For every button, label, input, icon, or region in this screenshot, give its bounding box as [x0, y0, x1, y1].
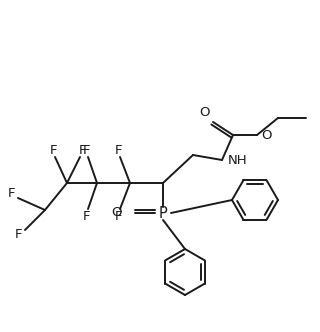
Text: NH: NH [228, 153, 248, 167]
Text: F: F [49, 143, 57, 156]
Text: P: P [159, 206, 167, 220]
Text: F: F [114, 209, 122, 222]
Text: F: F [14, 228, 22, 241]
Text: O: O [111, 207, 122, 219]
Text: O: O [200, 106, 210, 119]
Text: F: F [7, 187, 15, 200]
Text: F: F [82, 143, 90, 156]
Text: F: F [114, 143, 122, 156]
Text: F: F [82, 209, 90, 222]
Text: F: F [78, 143, 86, 156]
Text: O: O [261, 128, 271, 141]
